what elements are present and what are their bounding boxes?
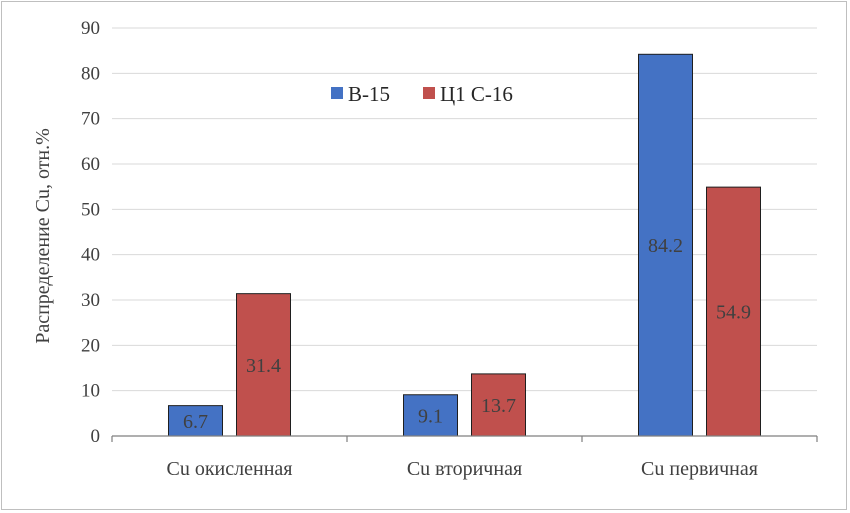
y-tick-label: 80: [81, 63, 100, 84]
y-tick-label: 60: [81, 154, 100, 175]
legend-swatch-b15: [331, 87, 343, 99]
legend-label-b15: В-15: [348, 82, 390, 106]
y-axis-label: Распределение Cu, отн.%: [32, 128, 54, 344]
bar-b15: [638, 53, 693, 437]
bar-c1s16: [706, 186, 761, 437]
data-labels: 6.7 31.4 9.1 13.7 84.2 54.9: [183, 235, 751, 433]
y-tick-labels: 0 10 20 30 40 50 60 70 80 90: [81, 18, 100, 447]
y-tick-label: 30: [81, 290, 100, 311]
data-label: 31.4: [246, 355, 281, 377]
data-label: 84.2: [648, 235, 683, 257]
legend: В-15 Ц1 С-16: [331, 82, 513, 106]
legend-label-c1s16: Ц1 С-16: [440, 82, 513, 106]
x-axis: [111, 435, 818, 442]
y-tick-label: 40: [81, 245, 100, 266]
y-tick-label: 10: [81, 381, 100, 402]
legend-swatch-c1s16: [423, 87, 435, 99]
category-label: Cu окисленная: [167, 458, 293, 480]
data-label: 54.9: [716, 302, 751, 324]
y-tick-label: 70: [81, 109, 100, 130]
category-labels: Cu окисленная Cu вторичная Cu первичная: [167, 458, 758, 480]
category-label: Cu первичная: [641, 458, 758, 480]
y-tick-label: 50: [81, 199, 100, 220]
data-label: 9.1: [418, 405, 443, 427]
bars: [168, 53, 761, 437]
gridlines: [112, 27, 817, 392]
y-tick-label: 20: [81, 335, 100, 356]
category-label: Cu вторичная: [407, 458, 522, 480]
y-tick-label: 90: [81, 18, 100, 39]
data-label: 6.7: [183, 411, 208, 433]
y-tick-label: 0: [91, 426, 101, 447]
data-label: 13.7: [481, 395, 516, 417]
